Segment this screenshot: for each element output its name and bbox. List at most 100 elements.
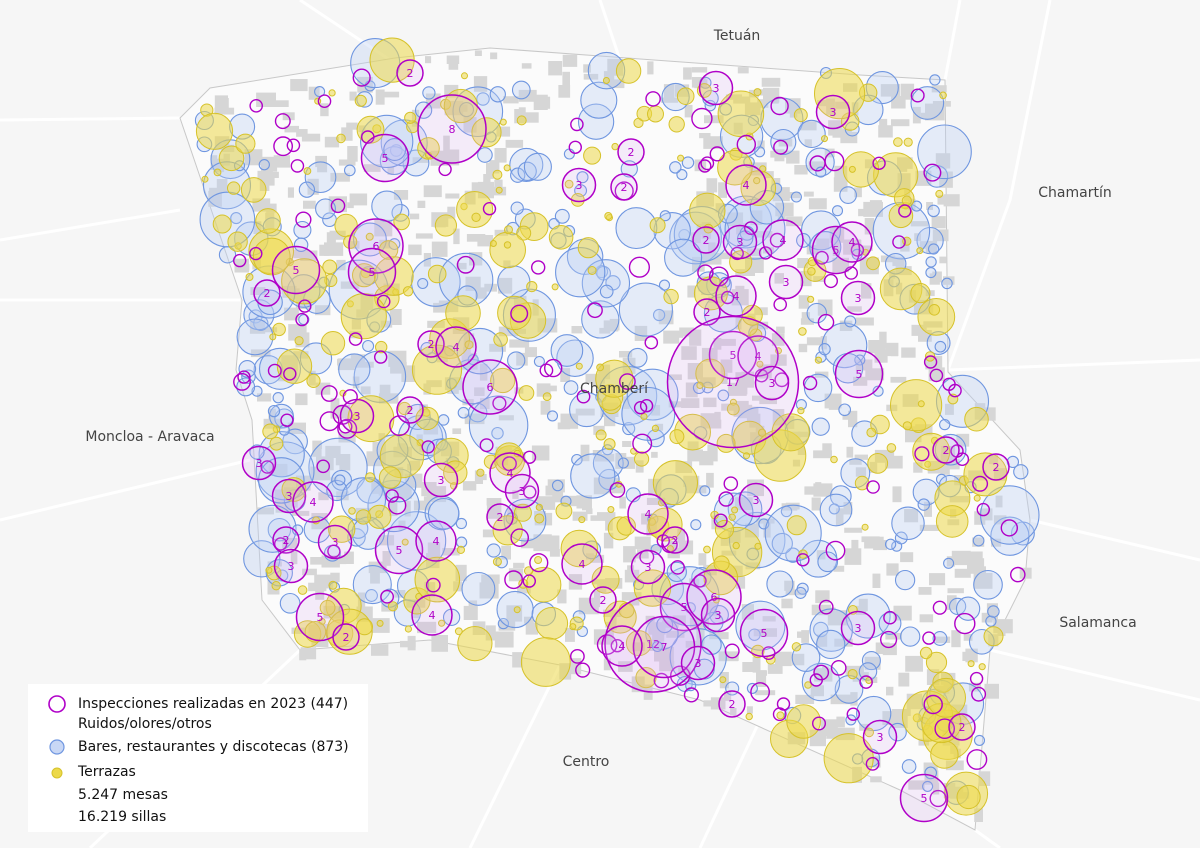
building-block	[417, 200, 426, 208]
building-block	[847, 306, 862, 312]
terrace-point	[212, 214, 232, 234]
legend-inspection-symbol	[48, 695, 66, 713]
bar-point	[925, 267, 937, 279]
terrace-point	[910, 283, 931, 304]
bar-point	[838, 403, 852, 417]
building-block	[419, 441, 431, 452]
building-block	[844, 527, 863, 533]
building-block	[794, 165, 808, 175]
terrace-point	[797, 407, 805, 415]
building-block	[811, 604, 831, 616]
bar-point	[308, 437, 368, 498]
building-block	[307, 178, 319, 195]
inspection-count: 2	[672, 534, 679, 547]
building-block	[761, 77, 781, 87]
inspection-point	[317, 94, 332, 108]
building-block	[296, 129, 308, 137]
terrace-point	[577, 237, 599, 259]
building-block	[733, 409, 748, 417]
building-block	[861, 283, 872, 299]
building-block	[871, 676, 878, 683]
terrace-point	[917, 298, 956, 336]
building-block	[607, 483, 624, 494]
bar-point	[652, 308, 666, 322]
terrace-point	[347, 395, 395, 443]
building-block	[623, 396, 630, 409]
inspection-point	[929, 789, 947, 808]
building-block	[652, 631, 665, 642]
terrace-point	[776, 711, 785, 720]
inspection-point	[813, 664, 830, 681]
building-block	[699, 133, 711, 139]
inspection-point	[330, 198, 346, 214]
terrace-point	[635, 667, 657, 689]
terrace-point	[925, 651, 948, 674]
bar-point	[911, 200, 923, 212]
terrace-point	[804, 681, 812, 689]
building-block	[774, 273, 784, 284]
terrace-point	[848, 165, 856, 173]
building-block	[974, 808, 983, 822]
terrace-point	[375, 340, 388, 354]
building-block	[873, 540, 888, 551]
inspection-point	[770, 96, 789, 116]
inspection-point	[825, 540, 846, 561]
terrace-point	[227, 231, 248, 252]
inspection-count: 4	[645, 508, 652, 521]
inspection-point	[720, 290, 735, 305]
inspection-point	[700, 156, 715, 171]
inspection-count: 4	[755, 350, 762, 363]
inspection-count: 3	[695, 657, 702, 670]
terrace-point	[417, 137, 440, 160]
inspection-point	[969, 671, 984, 686]
building-block	[463, 347, 471, 356]
terrace-point	[404, 111, 417, 124]
building-block	[634, 552, 649, 559]
building-block	[525, 622, 538, 635]
inspection-point	[670, 560, 685, 575]
building-block	[257, 393, 272, 402]
bar-point	[922, 780, 934, 792]
building-block	[220, 98, 229, 115]
building-block	[663, 330, 680, 344]
inspection-count: 4	[507, 467, 514, 480]
building-block	[886, 563, 899, 576]
inspection-point	[923, 694, 943, 715]
building-block	[647, 61, 654, 75]
bar-point	[690, 519, 702, 531]
building-block	[494, 179, 503, 188]
bar-point	[770, 128, 797, 156]
building-block	[926, 202, 933, 210]
inspection-point	[544, 358, 563, 378]
building-block	[363, 164, 381, 172]
building-block	[848, 410, 858, 428]
building-block	[945, 760, 964, 771]
legend-sublabel: 16.219 sillas	[78, 809, 166, 825]
building-block	[849, 459, 862, 465]
terrace-point	[615, 58, 642, 84]
bar-point	[238, 360, 257, 378]
inspection-circle	[698, 70, 734, 106]
building-block	[213, 158, 225, 173]
terrace-point	[732, 541, 740, 550]
bar-point	[818, 343, 831, 356]
inspection-point	[232, 253, 247, 268]
bar-point	[829, 485, 852, 507]
terrace-point	[867, 453, 889, 474]
building-block	[603, 658, 611, 671]
building-block	[378, 483, 391, 496]
building-block	[681, 346, 697, 360]
building-block	[576, 495, 592, 509]
building-block	[908, 780, 925, 790]
inspection-circle	[899, 773, 949, 823]
inspection-count: 17	[726, 376, 740, 389]
building-block	[855, 359, 873, 371]
inspection-count: 3	[286, 490, 293, 503]
terrace-point	[276, 348, 313, 384]
building-block	[742, 662, 754, 672]
building-block	[431, 635, 448, 652]
building-block	[925, 240, 938, 254]
terrace-point	[575, 362, 583, 370]
inspection-point	[523, 485, 537, 499]
inspection-point	[769, 232, 785, 248]
